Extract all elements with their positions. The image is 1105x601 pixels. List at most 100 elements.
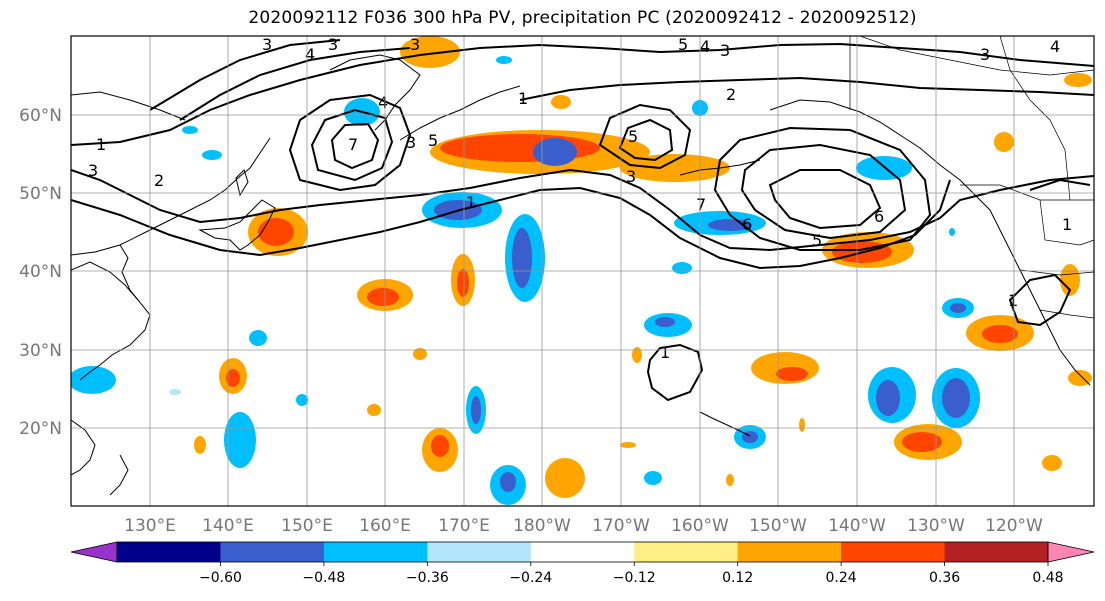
contour-label: 1	[466, 193, 476, 212]
precip-anomaly	[226, 369, 240, 387]
colorbar-segment	[117, 542, 221, 562]
contour-label: 3	[88, 161, 98, 180]
contour-label: 3	[328, 35, 338, 54]
precip-anomaly	[533, 138, 577, 166]
precip-anomaly	[1042, 455, 1062, 471]
contour-label: 7	[696, 195, 706, 214]
precip-anomaly	[644, 471, 662, 485]
precip-anomaly	[367, 404, 381, 416]
us-state-border	[1039, 199, 1094, 246]
lat-label: 40°N	[19, 262, 62, 282]
contour-label: 3	[406, 133, 416, 152]
lat-label: 50°N	[19, 184, 62, 204]
precip-anomaly	[856, 156, 912, 180]
contour-label: 4	[700, 37, 710, 56]
colorbar-tick-label: 0.24	[826, 570, 857, 586]
siberia-coast	[71, 91, 186, 121]
colorbar-segment	[323, 542, 428, 562]
precip-anomaly	[194, 436, 206, 454]
contour-label: 1	[1008, 291, 1018, 310]
contour-label: 4	[378, 93, 388, 112]
lat-label: 20°N	[19, 419, 62, 439]
precip-anomaly	[672, 262, 692, 274]
lon-label: 150°E	[281, 516, 333, 536]
colorbar-tick-label: −0.24	[509, 570, 552, 586]
pv-contour	[179, 47, 411, 121]
pv-contour	[618, 118, 674, 162]
japan-coast	[198, 199, 276, 251]
colorbar-segment	[737, 542, 842, 562]
lon-label: 170°W	[592, 516, 650, 536]
colorbar-tick-label: 0.12	[722, 570, 753, 586]
contour-label: 2	[154, 171, 164, 190]
lon-label: 120°W	[985, 516, 1043, 536]
longitude-labels: 130°E 140°E 150°E 160°E 170°E 180°W 170°W 160°W…	[124, 516, 1043, 536]
lon-label: 180°W	[513, 516, 571, 536]
pv-contour	[71, 168, 1094, 252]
na-west-coast	[989, 209, 1091, 386]
asia-coast	[71, 261, 151, 381]
graticule	[71, 36, 1094, 506]
kamchatka-coast	[399, 85, 521, 141]
precip-anomaly	[942, 378, 970, 418]
precip-anomaly	[1068, 370, 1092, 386]
canada-border	[999, 36, 1071, 201]
contour-label: 5	[678, 35, 688, 54]
contour-label: 3	[410, 35, 420, 54]
precip-anomaly	[512, 228, 532, 288]
colorbar-extend-right	[1047, 541, 1095, 563]
contour-label: 3	[980, 45, 990, 64]
pv-contour	[713, 126, 932, 251]
precip-anomaly	[296, 394, 308, 406]
aleutian-coast	[679, 159, 761, 176]
contour-label: 5	[428, 131, 438, 150]
precip-anomaly	[224, 412, 256, 468]
colorbar-segment	[634, 542, 739, 562]
contour-label: 2	[726, 85, 736, 104]
contour-label: 1	[96, 135, 106, 154]
contour-label: 1	[660, 343, 670, 362]
precip-anomaly	[876, 380, 900, 416]
contour-label: 6	[874, 207, 884, 226]
lon-label: 160°E	[359, 516, 411, 536]
taiwan-coast	[109, 454, 129, 496]
precip-anomaly	[258, 218, 294, 246]
precip-anomaly	[249, 330, 267, 346]
contour-labels: 3 4 3 3 5 4 3 3 4 1 3 2 4 5 7 5 3 2 1 1 …	[88, 35, 1072, 362]
precip-anomaly	[708, 219, 752, 231]
precip-anomaly	[776, 367, 808, 381]
precip-anomaly	[620, 154, 730, 182]
pv-contour	[598, 103, 692, 170]
lon-label: 130°E	[124, 516, 176, 536]
colorbar-tick-label: −0.36	[406, 570, 449, 586]
precip-anomaly	[496, 56, 512, 64]
japan-coast	[235, 169, 249, 197]
colorbar-frame	[116, 541, 1049, 563]
precip-anomaly	[400, 36, 460, 68]
colorbar-segment	[944, 542, 1049, 562]
precip-anomaly	[413, 348, 427, 360]
plot-frame	[70, 35, 1095, 507]
contour-label: 5	[812, 231, 822, 250]
precip-anomaly	[71, 366, 116, 394]
pv-contour	[740, 143, 907, 240]
canada-us-border	[960, 184, 1094, 201]
precip-anomaly	[994, 132, 1014, 152]
precip-anomaly	[431, 435, 449, 457]
lat-label: 30°N	[19, 341, 62, 361]
precip-anomaly	[949, 228, 955, 236]
precip-anomaly	[655, 317, 675, 327]
map-title: 2020092112 F036 300 hPa PV, precipitatio…	[248, 8, 917, 28]
colorbar: −0.60 −0.48 −0.36 −0.24 −0.12 0.12 0.24 0.36 0.4…	[70, 541, 1095, 586]
precip-anomaly	[551, 95, 571, 109]
pv-contour	[71, 179, 951, 270]
precip-anomaly	[457, 269, 469, 297]
contour-label: 3	[262, 35, 272, 54]
colorbar-tick-label: −0.60	[199, 570, 242, 586]
lon-label: 160°W	[671, 516, 729, 536]
precip-anomaly	[545, 458, 585, 498]
contour-label: 5	[628, 127, 638, 146]
hawaii-coast	[699, 411, 751, 437]
contour-label: 3	[720, 41, 730, 60]
korea-coast	[119, 244, 139, 301]
